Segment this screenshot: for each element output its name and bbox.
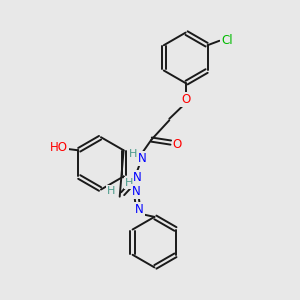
Text: H: H [107, 186, 116, 196]
Text: Cl: Cl [221, 34, 233, 47]
Text: N: N [133, 171, 142, 184]
Text: O: O [181, 93, 190, 106]
Text: N: N [135, 203, 144, 216]
Text: HO: HO [50, 141, 68, 154]
Text: H: H [125, 178, 134, 188]
Text: H: H [129, 148, 137, 159]
Text: N: N [138, 152, 147, 165]
Text: N: N [132, 185, 141, 198]
Text: O: O [173, 138, 182, 151]
